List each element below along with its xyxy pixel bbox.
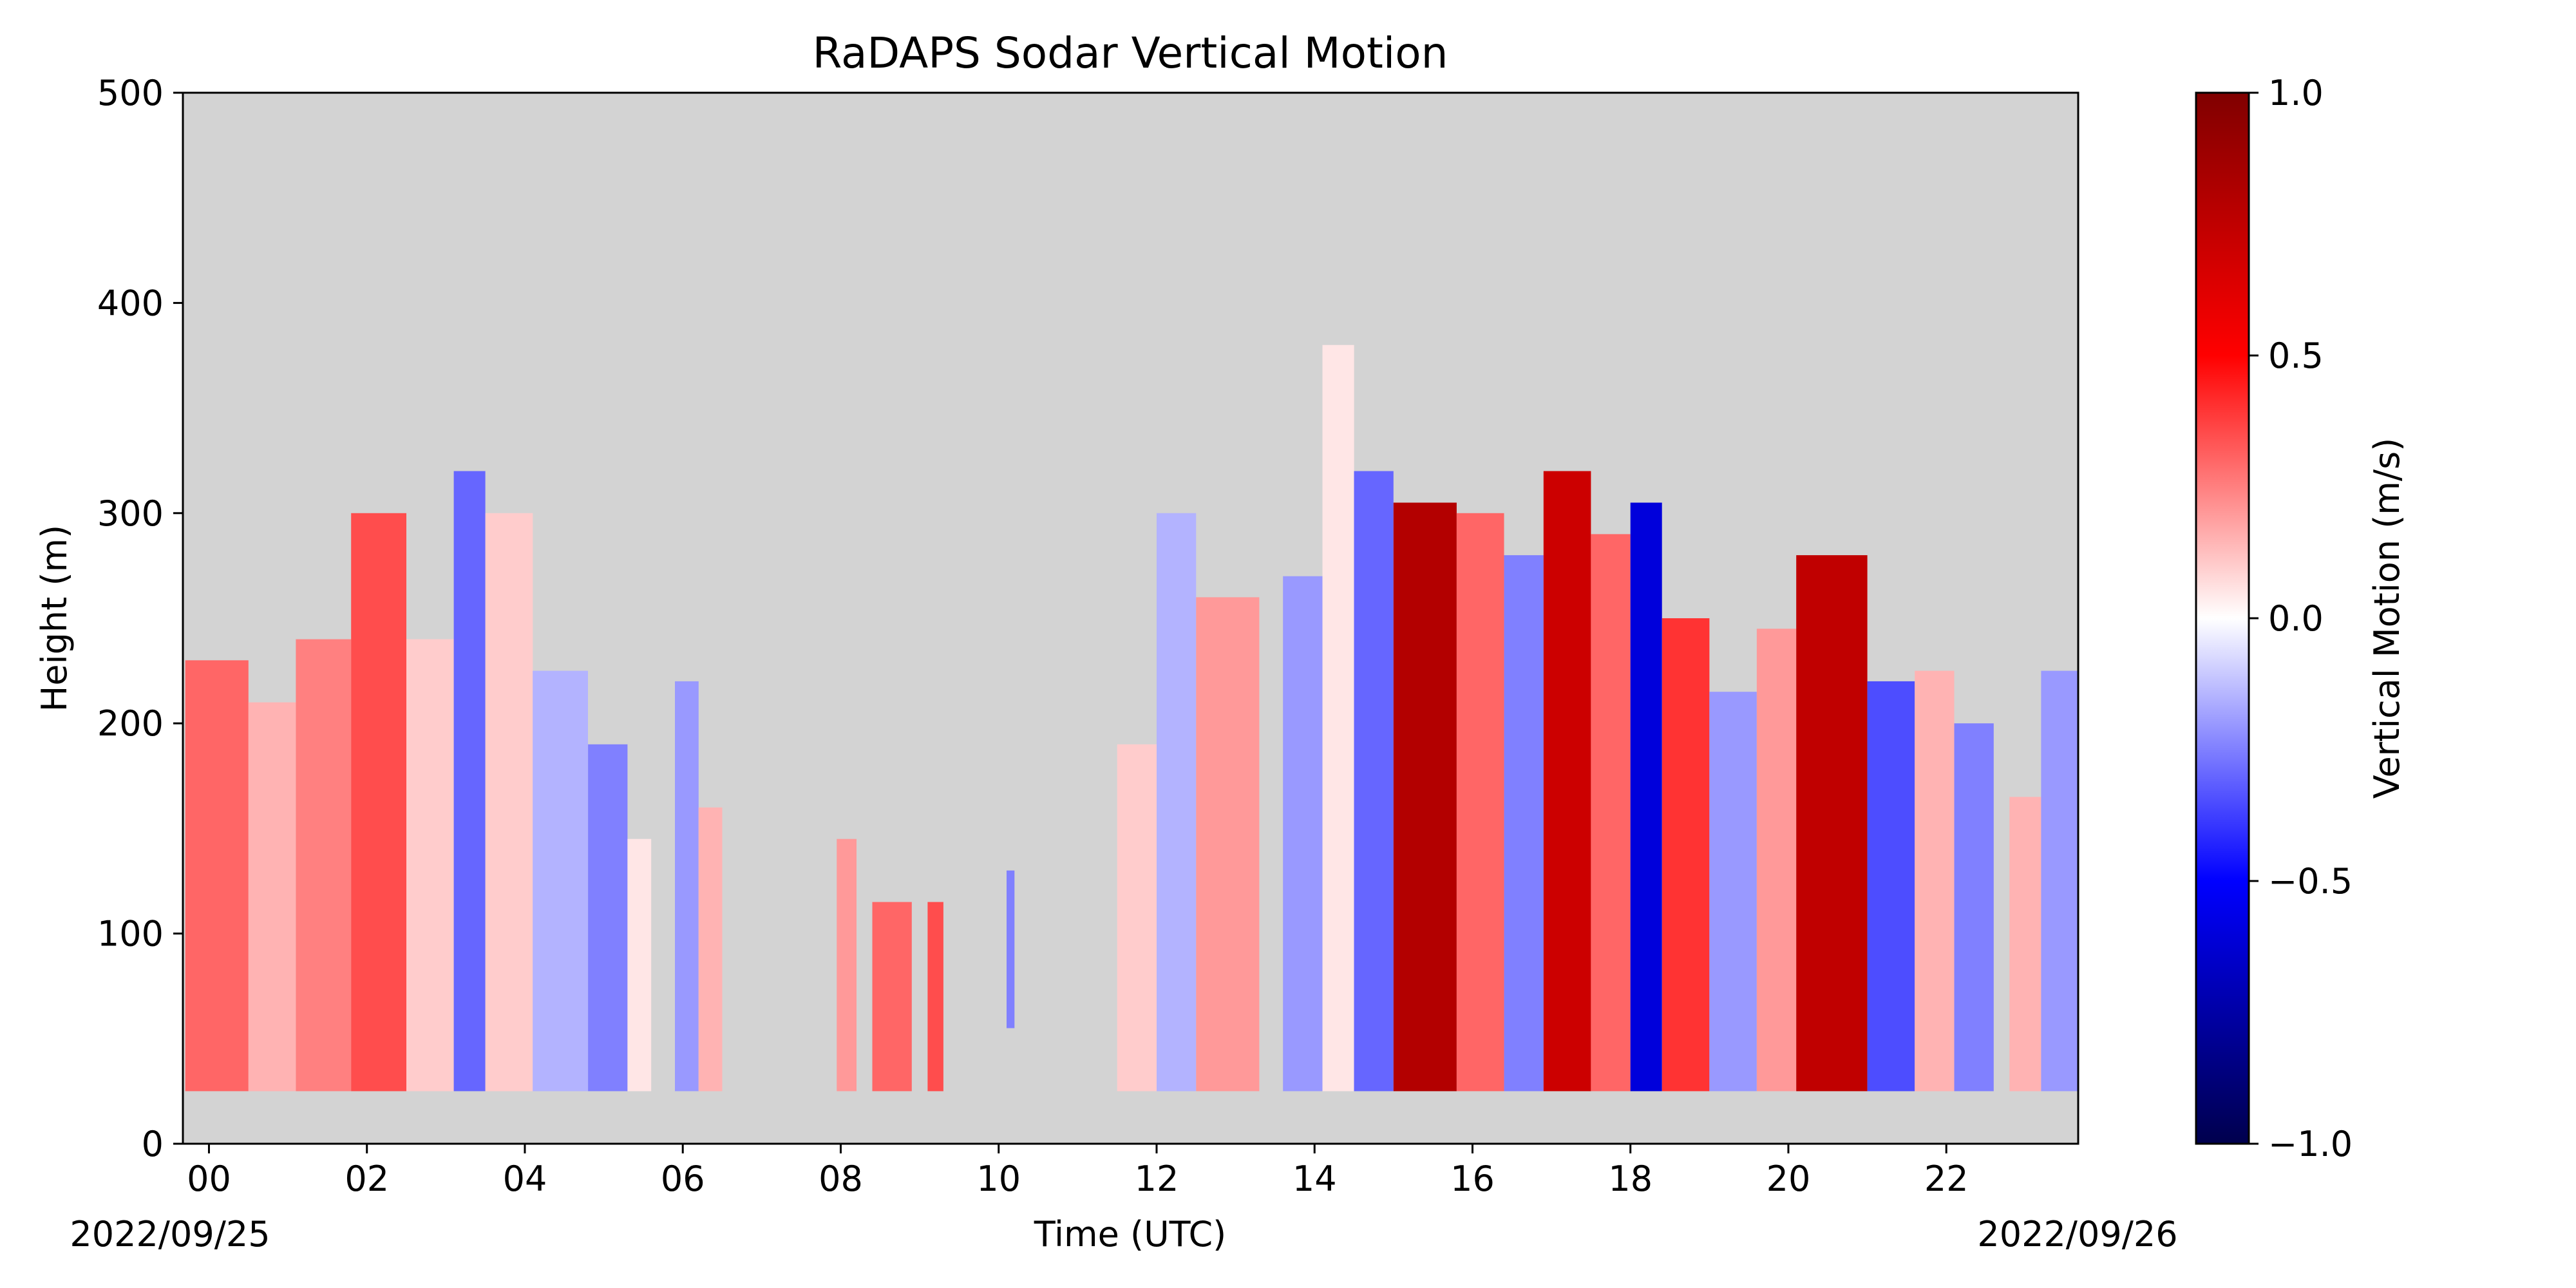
data-column-28 [1662,618,1710,1092]
data-column-30 [1756,629,1797,1092]
colorbar [2195,91,2250,1145]
data-column-23 [1456,513,1504,1092]
data-column-3 [351,513,406,1092]
data-column-6 [485,513,533,1092]
data-column-35 [2009,797,2041,1092]
colorbar-tick-label: 0.5 [2268,336,2324,376]
data-column-21 [1354,471,1394,1092]
data-column-22 [1393,502,1457,1092]
data-column-15 [1007,870,1015,1028]
colorbar-tick-label: 0.0 [2268,598,2324,639]
data-column-16 [1117,744,1157,1092]
end-date-label: 2022/09/26 [1977,1214,2177,1255]
data-column-17 [1157,513,1197,1092]
data-column-7 [533,670,588,1092]
data-column-2 [296,639,352,1092]
data-column-33 [1915,670,1955,1092]
plot-frame [182,91,2079,1145]
y-tick-label: 300 [97,493,164,534]
data-column-36 [2041,670,2078,1092]
x-tick-label: 14 [1293,1159,1337,1199]
data-column-12 [837,838,857,1092]
data-column-26 [1591,534,1631,1092]
data-column-9 [627,838,652,1092]
x-tick-label: 20 [1766,1159,1811,1199]
data-column-5 [453,471,486,1092]
data-column-10 [675,681,699,1092]
y-tick-label: 500 [97,73,164,113]
data-column-11 [698,807,723,1092]
y-axis-label: Height (m) [34,525,75,712]
colorbar-label: Vertical Motion (m/s) [2367,438,2407,799]
data-column-31 [1796,555,1868,1092]
y-tick-label: 400 [97,283,164,323]
x-tick-label: 00 [187,1159,231,1199]
data-column-27 [1630,502,1662,1092]
y-tick-label: 100 [97,914,164,954]
x-tick-label: 12 [1135,1159,1179,1199]
data-column-24 [1504,555,1544,1092]
y-axis-ticks: 0 100 200 300 400 500 [97,73,183,1164]
x-axis-ticks: 00 02 04 06 08 10 12 14 16 18 20 22 [187,1144,1969,1199]
data-column-29 [1709,692,1757,1092]
data-column-20 [1322,345,1354,1092]
y-tick-label: 0 [142,1124,164,1164]
data-column-4 [406,639,454,1092]
data-column-8 [588,744,628,1092]
start-date-label: 2022/09/25 [70,1214,270,1255]
data-column-25 [1543,471,1591,1092]
colorbar-tick-label: 1.0 [2268,73,2324,113]
data-column-18 [1196,597,1260,1092]
data-column-19 [1283,576,1323,1092]
x-tick-label: 08 [819,1159,863,1199]
data-column-34 [1954,723,1994,1092]
x-tick-label: 10 [976,1159,1021,1199]
x-tick-label: 06 [661,1159,705,1199]
data-column-13 [872,902,912,1092]
x-tick-label: 02 [345,1159,389,1199]
colorbar-tick-label: −0.5 [2268,861,2353,902]
data-column-14 [927,902,943,1092]
data-column-0 [185,660,249,1092]
x-tick-label: 04 [503,1159,547,1199]
data-column-1 [248,702,296,1092]
x-tick-label: 18 [1608,1159,1653,1199]
y-tick-label: 200 [97,703,164,744]
x-tick-label: 22 [1924,1159,1969,1199]
chart-title: RaDAPS Sodar Vertical Motion [813,28,1448,78]
colorbar-tick-label: −1.0 [2268,1124,2353,1164]
data-columns [185,345,2078,1092]
colorbar-ticks: −1.0 −0.5 0.0 0.5 1.0 [2249,73,2353,1164]
x-tick-label: 16 [1450,1159,1495,1199]
x-axis-label: Time (UTC) [1034,1214,1227,1255]
data-column-32 [1867,681,1915,1092]
